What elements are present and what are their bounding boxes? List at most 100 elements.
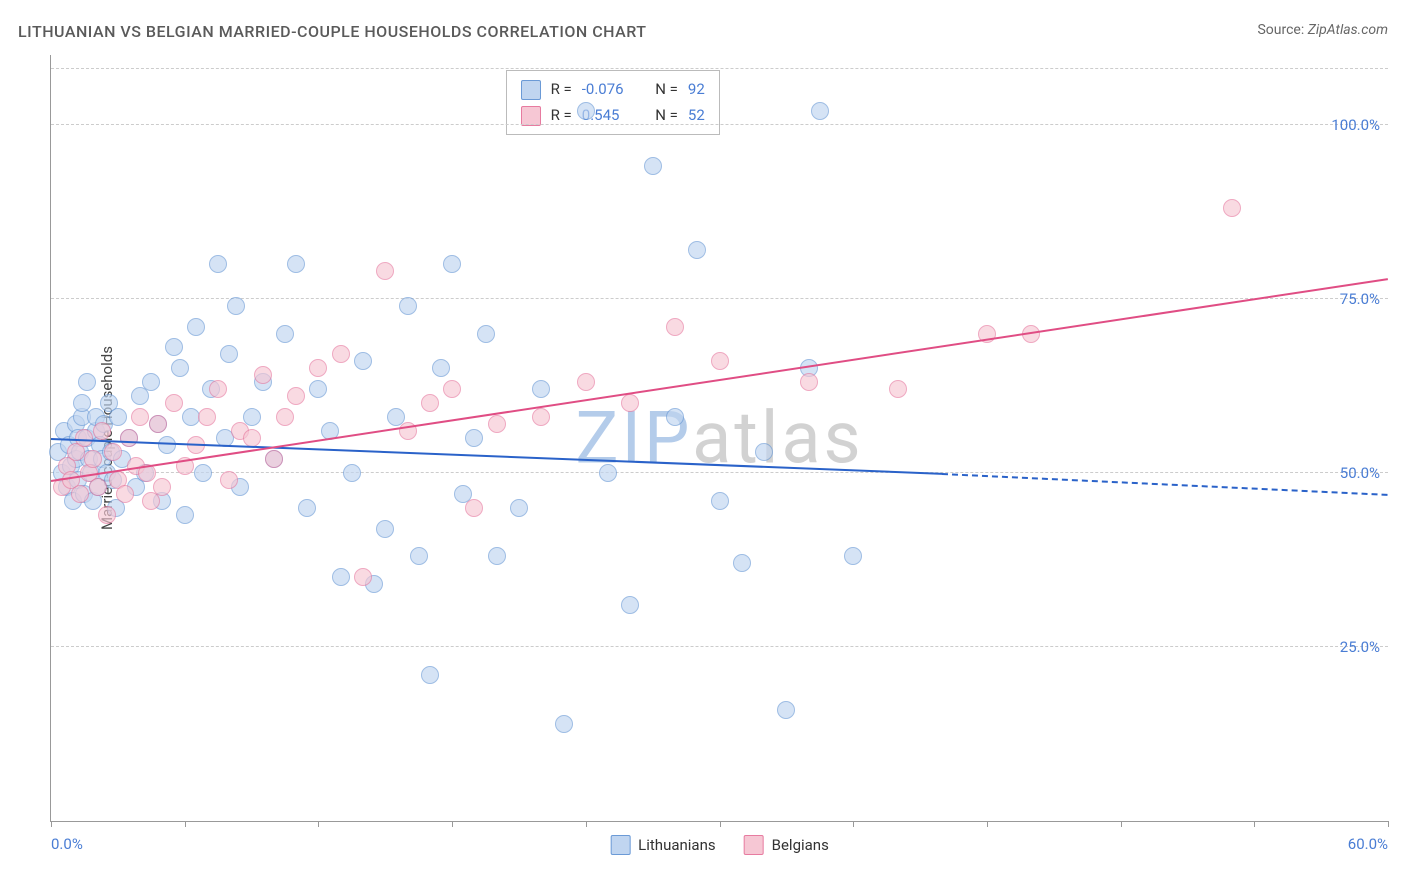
data-point [243,429,261,447]
data-point [120,429,138,447]
data-point [666,318,684,336]
data-point [309,359,327,377]
data-point [149,415,167,433]
data-point [399,297,417,315]
legend-label: Belgians [772,836,829,854]
x-tick [1388,821,1389,827]
data-point [89,478,107,496]
trend-line-extrapolated [942,473,1388,496]
data-point [227,297,245,315]
data-point [889,380,907,398]
data-point [688,241,706,259]
x-tick [185,821,186,827]
data-point [532,408,550,426]
data-point [443,380,461,398]
data-point [711,352,729,370]
data-point [153,478,171,496]
gridline-h [51,646,1388,647]
data-point [287,255,305,273]
stat-label: R = [551,77,572,103]
trend-line [51,278,1388,482]
data-point [276,408,294,426]
gridline-h [51,298,1388,299]
x-tick [853,821,854,827]
data-point [165,394,183,412]
data-point [465,499,483,517]
data-point [187,318,205,336]
data-point [666,408,684,426]
data-point [421,666,439,684]
swatch-icon [610,835,630,855]
data-point [488,547,506,565]
data-point [577,373,595,391]
data-point [109,408,127,426]
data-point [844,547,862,565]
gridline-h [51,472,1388,473]
plot-area: ZIPatlas Married-couple Households 0.0% … [50,55,1388,822]
data-point [176,506,194,524]
swatch-icon [521,106,541,126]
data-point [510,499,528,517]
data-point [621,596,639,614]
data-point [78,373,96,391]
data-point [644,157,662,175]
data-point [194,464,212,482]
data-point [343,464,361,482]
data-point [75,429,93,447]
data-point [376,520,394,538]
y-tick-label: 100.0% [1331,116,1380,134]
r-value: -0.076 [582,77,638,103]
data-point [1223,199,1241,217]
data-point [711,492,729,510]
x-tick [1254,821,1255,827]
data-point [621,394,639,412]
data-point [93,422,111,440]
data-point [209,380,227,398]
gridline-h [51,124,1388,125]
x-tick [987,821,988,827]
scatter-plot: ZIPatlas Married-couple Households 0.0% … [50,55,1388,822]
series-legend: Lithuanians Belgians [610,835,829,855]
y-tick-label: 25.0% [1340,638,1380,656]
data-point [287,387,305,405]
data-point [254,366,272,384]
source-label: Source: [1257,22,1304,38]
data-point [309,380,327,398]
x-tick [51,821,52,827]
data-point [376,262,394,280]
data-point [104,443,122,461]
data-point [410,547,428,565]
data-point [733,554,751,572]
data-point [220,471,238,489]
data-point [532,380,550,398]
correlation-legend: R = -0.076 N = 92R = 0.545 N = 52 [506,70,720,135]
source-link[interactable]: ZipAtlas.com [1308,22,1388,38]
data-point [354,568,372,586]
x-tick [318,821,319,827]
data-point [131,408,149,426]
legend-item-belgians: Belgians [744,835,829,855]
source-credit: Source: ZipAtlas.com [1257,22,1388,38]
n-value: 92 [688,77,705,103]
data-point [165,338,183,356]
data-point [354,352,372,370]
swatch-icon [744,835,764,855]
x-tick [586,821,587,827]
data-point [142,373,160,391]
data-point [332,568,350,586]
x-axis-end-label: 60.0% [1348,835,1388,853]
data-point [465,429,483,447]
data-point [116,485,134,503]
legend-label: Lithuanians [638,836,715,854]
legend-stat-row: R = -0.076 N = 92 [521,77,705,103]
x-tick [452,821,453,827]
data-point [777,701,795,719]
data-point [276,325,294,343]
data-point [220,345,238,363]
data-point [98,506,116,524]
data-point [800,373,818,391]
data-point [599,464,617,482]
data-point [265,450,283,468]
swatch-icon [521,80,541,100]
gridline-h [51,68,1388,69]
